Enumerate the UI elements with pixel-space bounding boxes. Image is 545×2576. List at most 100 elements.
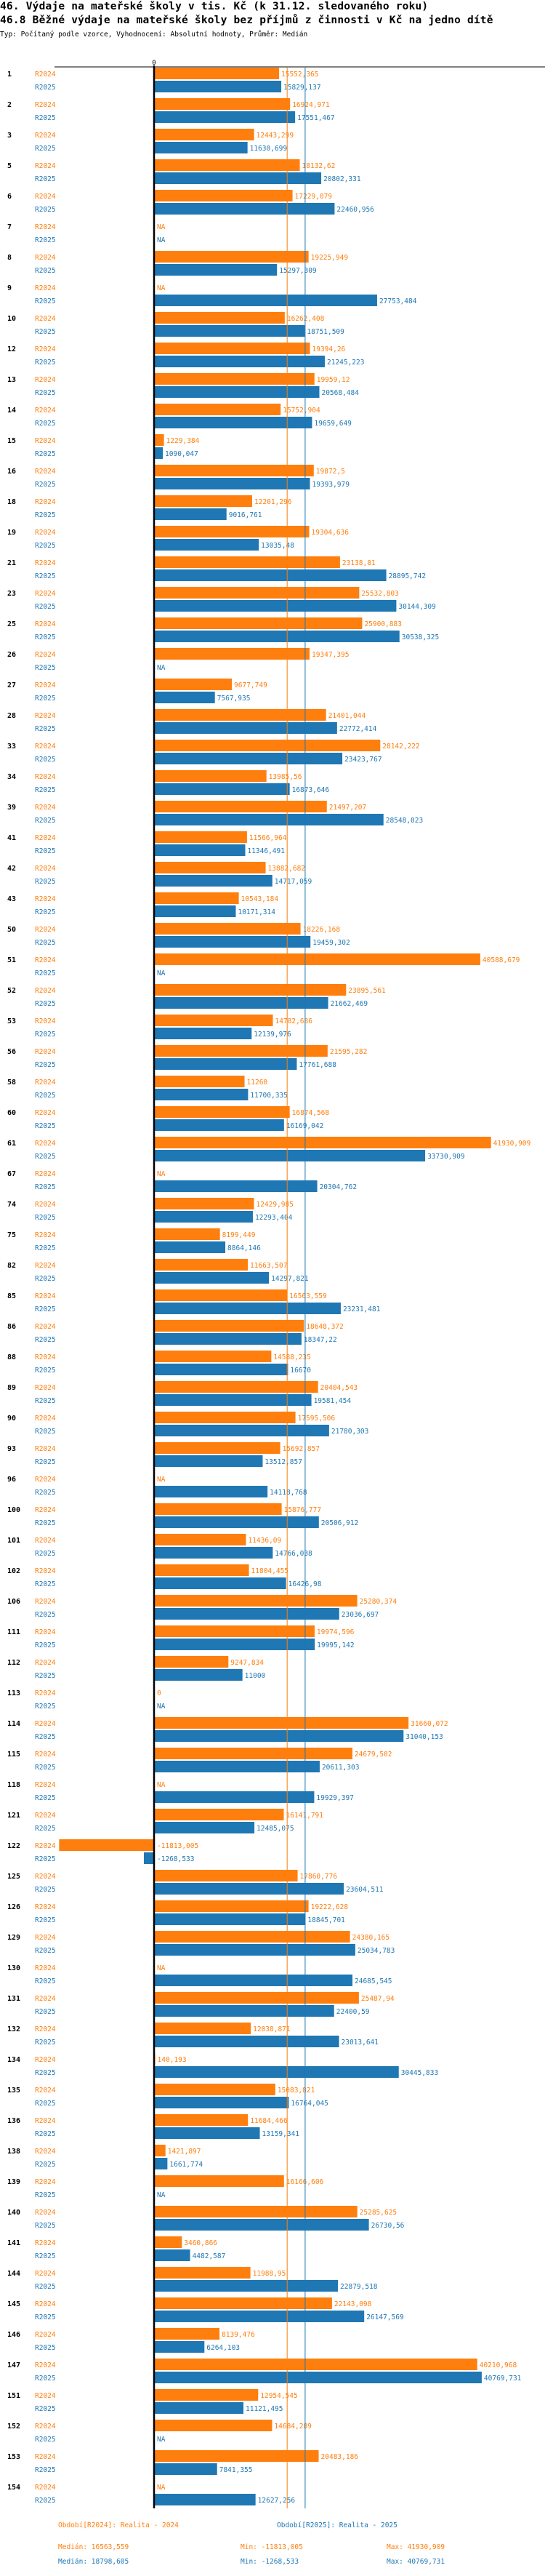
series-label: R2025 [35,2161,56,2169]
category-label: 89 [7,1384,16,1392]
value-label: 8864,146 [227,1244,261,1252]
value-label: 11346,491 [247,847,285,855]
series-label: R2025 [35,1519,56,1527]
bar-r2025 [154,356,325,367]
value-label: 16873,646 [292,786,330,794]
series-label: R2024 [35,1628,56,1636]
bar-r2024 [154,1015,273,1026]
bar-r2025 [154,1761,320,1772]
bar-r2024 [154,1198,254,1209]
value-label: 19347,395 [312,651,349,659]
series-label: R2025 [35,2313,56,2321]
category-label: 141 [7,2239,20,2247]
category-label: 113 [7,1689,20,1697]
series-label: R2024 [35,2056,56,2064]
bar-r2025 [154,1516,319,1528]
bar-r2025 [154,539,259,551]
value-label: 27753,484 [379,297,417,305]
series-label: R2025 [35,2100,56,2108]
category-label: 118 [7,1781,20,1789]
value-label: 12429,985 [256,1201,293,1209]
value-label: 21780,303 [331,1428,368,1436]
bar-r2024 [154,1992,359,2004]
value-label: 1229,384 [166,437,200,445]
value-label: 16262,408 [287,315,325,323]
value-label: 11121,495 [246,2405,283,2413]
value-label: 22143,098 [334,2300,372,2308]
series-label: R2024 [35,834,56,842]
series-label: R2025 [35,1794,56,1802]
series-label: R2025 [35,633,56,641]
series-label: R2024 [35,407,56,415]
bar-r2025 [154,172,322,184]
series-label: R2024 [35,2300,56,2308]
value-label: 15829,137 [283,84,320,92]
value-label: 20568,484 [321,389,359,397]
value-label: 25900,883 [364,620,401,628]
category-label: 25 [7,620,16,628]
value-label: NA [157,1170,166,1178]
bar-r2025 [154,1913,306,1925]
category-label: 129 [7,1934,20,1942]
value-label: 17229,079 [295,193,333,201]
value-label: 40769,731 [484,2375,522,2383]
stat-median-r2024: Medián: 16563,559 [58,2543,129,2551]
bar-r2024 [154,2267,251,2279]
value-label: 9016,761 [229,511,262,519]
bar-r2024 [154,1076,245,1087]
value-label: 1661,774 [169,2161,203,2169]
value-label: 12954,545 [260,2392,297,2400]
series-label: R2024 [35,1079,56,1087]
series-label: R2024 [35,132,56,140]
bar-r2025 [154,1669,243,1681]
value-label: 15552,365 [281,71,318,79]
value-label: 19872,5 [316,468,345,476]
category-label: 7 [7,223,12,231]
series-label: R2024 [35,895,56,903]
category-label: 134 [7,2056,20,2064]
value-label: 7841,355 [219,2466,253,2474]
category-label: 67 [7,1170,16,1178]
series-label: R2025 [35,695,56,703]
value-label: 19394,26 [312,345,346,353]
category-label: 138 [7,2148,20,2156]
series-label: R2024 [35,651,56,659]
value-label: 14782,686 [275,1017,312,1025]
value-label: 19974,596 [317,1628,355,1636]
category-label: 126 [7,1903,20,1911]
bar-r2025 [154,1394,312,1406]
series-label: R2025 [35,267,56,275]
value-label: 21497,207 [329,804,366,812]
value-label: 24380,165 [352,1934,389,1942]
value-label: 23138,81 [342,559,376,567]
bar-r2024 [154,251,309,263]
series-label: R2025 [35,1764,56,1772]
series-label: R2025 [35,878,56,886]
series-label: R2024 [35,2270,56,2278]
value-label: NA [157,664,166,672]
value-label: 18347,22 [304,1336,337,1344]
value-label: 30144,309 [398,603,436,611]
series-label: R2024 [35,498,56,506]
series-label: R2025 [35,786,56,794]
value-label: 12443,299 [257,132,294,140]
value-label: 24679,502 [355,1751,392,1759]
bar-r2024 [154,1656,229,1668]
series-label: R2025 [35,206,56,214]
category-label: 146 [7,2331,20,2339]
category-label: 88 [7,1353,16,1361]
value-label: 23231,481 [343,1305,381,1313]
value-label: NA [157,1703,166,1711]
value-label: 17595,506 [298,1415,336,1423]
bar-r2025 [154,692,215,703]
series-label: R2024 [35,254,56,262]
series-label: R2025 [35,1886,56,1894]
value-label: 14118,768 [270,1489,307,1497]
category-label: 28 [7,712,16,720]
value-label: 21595,282 [330,1048,367,1056]
value-label: 6264,103 [206,2344,240,2352]
series-label: R2025 [35,2344,56,2352]
category-label: 153 [7,2453,20,2461]
value-label: 9247,834 [230,1659,264,1667]
value-label: 17860,776 [300,1873,338,1881]
